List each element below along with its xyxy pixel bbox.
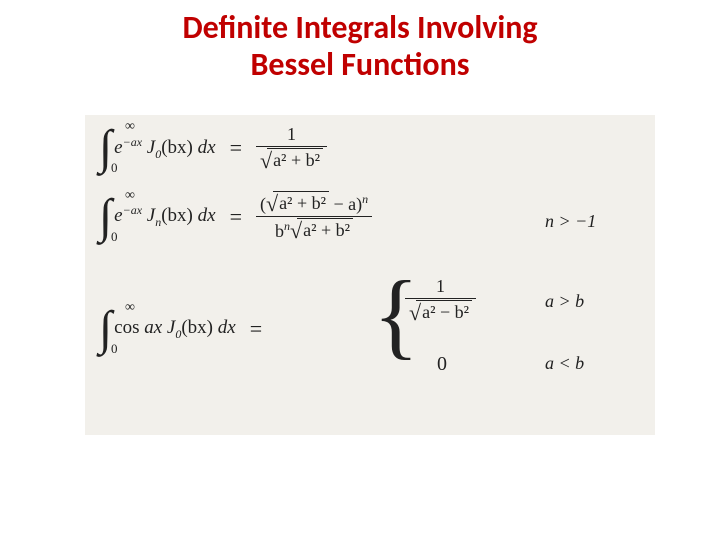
upper-limit: ∞ xyxy=(125,189,135,203)
rhs-fraction: (√a² + b² − a)n bn√a² + b² xyxy=(256,190,372,243)
integral-sign: ∫ ∞ 0 xyxy=(99,305,112,353)
sqrt: √a² + b² xyxy=(266,191,329,214)
equals-sign: = xyxy=(230,135,242,161)
condition: n > −1 xyxy=(545,211,596,232)
math-region: ∫ ∞ 0 e−ax J0(bx) dx = 1 √ a² + b² ∫ ∞ 0 xyxy=(85,115,655,435)
integrand: cos ax J0(bx) dx xyxy=(114,317,236,342)
case-fraction: 1 √a² − b² xyxy=(405,275,476,325)
integrand: e−ax J0(bx) dx xyxy=(114,135,215,162)
integrand: e−ax Jn(bx) dx xyxy=(114,203,215,230)
title-line-2: Bessel Functions xyxy=(0,47,720,84)
sqrt: √ a² + b² xyxy=(260,148,323,171)
case-1: 1 √a² − b² xyxy=(405,275,476,325)
lower-limit: 0 xyxy=(111,230,118,243)
page-title: Definite Integrals Involving Bessel Func… xyxy=(0,0,720,84)
equation-1: ∫ ∞ 0 e−ax J0(bx) dx = 1 √ a² + b² xyxy=(99,123,327,173)
lower-limit: 0 xyxy=(111,161,118,174)
case-1-condition: a > b xyxy=(545,291,584,312)
lower-limit: 0 xyxy=(111,342,118,355)
integral-sign: ∫ ∞ 0 xyxy=(99,124,112,172)
sqrt: √a² + b² xyxy=(290,218,353,241)
case-2: 0 xyxy=(437,353,447,376)
title-line-1: Definite Integrals Involving xyxy=(0,10,720,47)
equation-3: ∫ ∞ 0 cos ax J0(bx) dx = xyxy=(99,305,276,353)
equals-sign: = xyxy=(230,204,242,230)
case-2-condition: a < b xyxy=(545,353,584,374)
integral-sign: ∫ ∞ 0 xyxy=(99,193,112,241)
equals-sign: = xyxy=(250,316,262,342)
equation-2: ∫ ∞ 0 e−ax Jn(bx) dx = (√a² + b² − a)n b… xyxy=(99,190,372,243)
upper-limit: ∞ xyxy=(125,120,135,134)
upper-limit: ∞ xyxy=(125,301,135,315)
sqrt: √a² − b² xyxy=(409,300,472,323)
rhs-fraction: 1 √ a² + b² xyxy=(256,123,327,173)
